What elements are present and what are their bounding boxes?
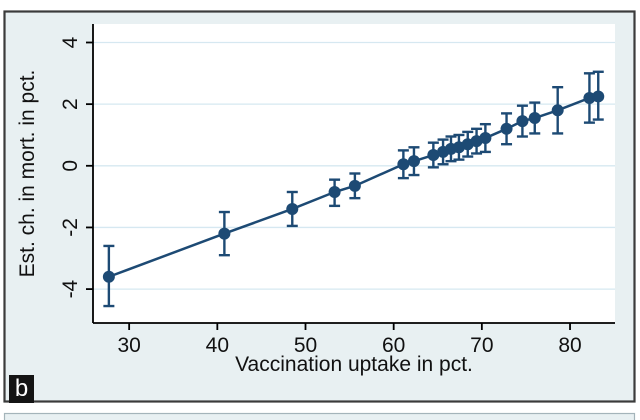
data-point — [102, 270, 115, 283]
x-tick-label: 30 — [117, 334, 140, 357]
y-tick-label: 2 — [59, 98, 82, 110]
data-point — [407, 155, 420, 168]
data-point — [397, 158, 410, 171]
y-tick-label: 4 — [59, 36, 82, 48]
y-tick-label: 0 — [59, 160, 82, 172]
y-tick-label: -2 — [59, 218, 82, 237]
data-point — [528, 112, 541, 125]
x-axis-title: Vaccination uptake in pct. — [235, 353, 473, 376]
data-point — [348, 179, 361, 192]
panel-label-box: b — [9, 375, 34, 403]
data-point — [551, 104, 564, 117]
x-tick-label: 70 — [470, 334, 493, 357]
panel-label: b — [14, 375, 29, 402]
data-point — [427, 149, 440, 162]
x-tick-label: 40 — [206, 334, 229, 357]
data-point — [516, 115, 529, 128]
data-point — [479, 132, 492, 145]
x-tick-label: 60 — [382, 334, 405, 357]
y-axis-title: Est. ch. in mort. in pct. — [16, 70, 39, 278]
data-point — [500, 122, 513, 135]
x-tick-label: 50 — [294, 334, 317, 357]
y-tick-label: -4 — [59, 279, 82, 298]
data-point — [218, 227, 231, 240]
data-point — [286, 202, 299, 215]
next-panel-strip — [3, 412, 636, 420]
data-point — [328, 185, 341, 198]
x-tick-label: 80 — [558, 334, 581, 357]
data-point — [592, 90, 605, 103]
